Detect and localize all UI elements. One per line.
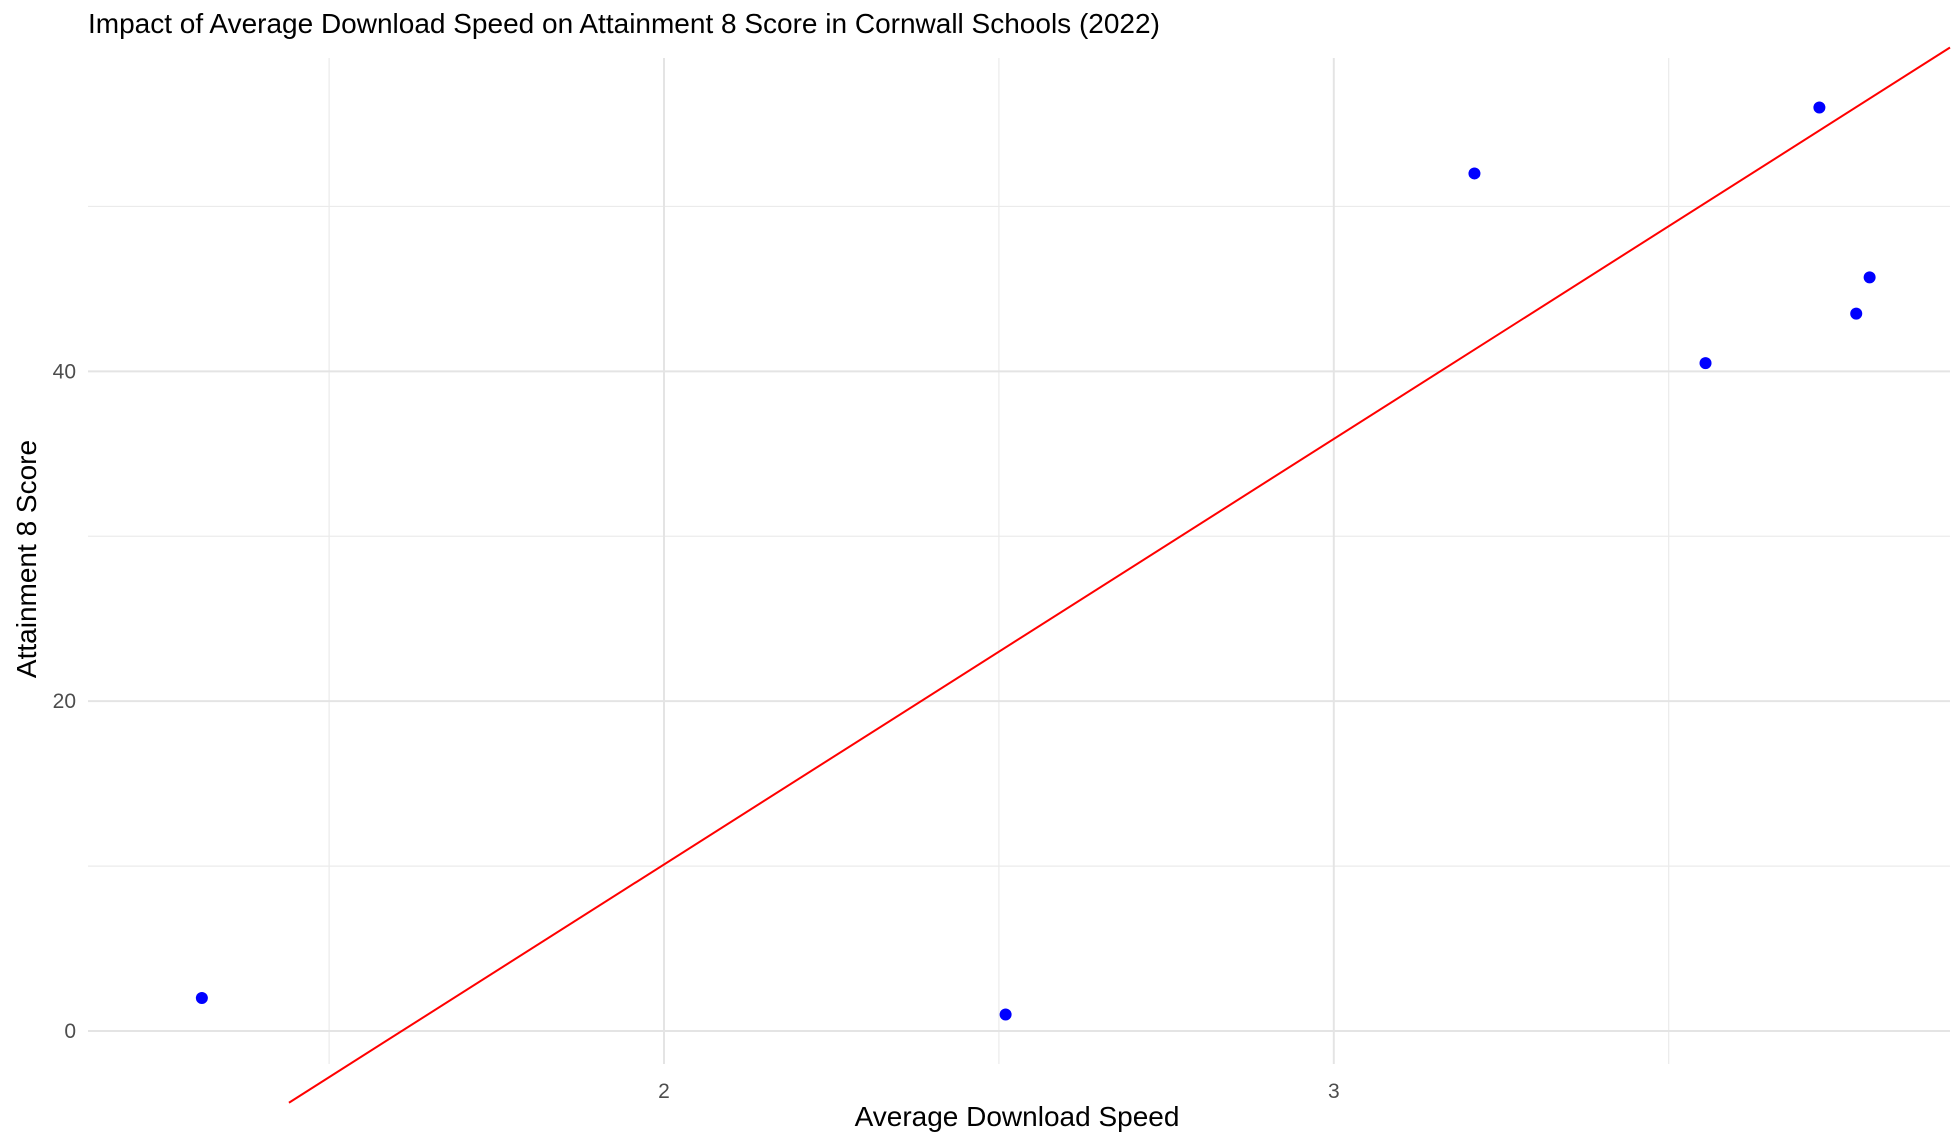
- trend-line: [288, 46, 1951, 1104]
- data-point: [1813, 101, 1826, 114]
- x-tick-label: 2: [658, 1080, 670, 1103]
- data-point: [1863, 271, 1876, 284]
- data-point: [1468, 167, 1481, 180]
- y-axis-label: Attainment 8 Score: [11, 439, 42, 679]
- y-tick-label: 20: [53, 690, 76, 713]
- data-point: [195, 992, 208, 1005]
- x-tick-label: 3: [1328, 1080, 1340, 1103]
- data-point: [1850, 307, 1863, 320]
- data-point: [1699, 357, 1712, 370]
- data-point: [999, 1008, 1012, 1021]
- y-tick-label: 40: [53, 360, 76, 383]
- chart-title: Impact of Average Download Speed on Atta…: [88, 8, 1160, 39]
- x-axis-label: Average Download Speed: [854, 1101, 1180, 1132]
- y-tick-label: 0: [64, 1020, 76, 1043]
